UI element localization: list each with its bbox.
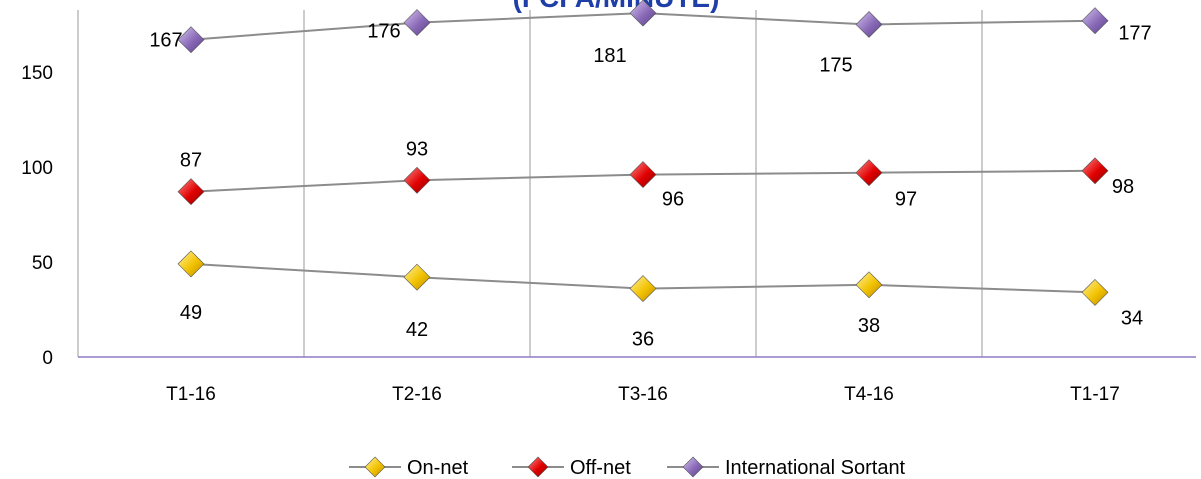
y-tick-label: 0 <box>42 348 53 369</box>
data-label: 181 <box>593 45 626 67</box>
legend-marker <box>527 456 549 478</box>
legend: On-net Off-net International Sortant <box>349 456 906 479</box>
data-label: 87 <box>180 150 202 172</box>
data-point <box>629 275 657 303</box>
x-tick-label: T2-16 <box>392 384 442 405</box>
x-tick-label: T1-17 <box>1070 384 1120 405</box>
data-point <box>1081 157 1109 185</box>
data-point <box>855 159 883 187</box>
data-label: 176 <box>367 21 400 43</box>
data-label: 97 <box>895 189 917 211</box>
x-axis-ticks: T1-16 T2-16 T3-16 T4-16 T1-17 <box>166 384 1120 405</box>
data-point <box>177 250 205 278</box>
gridlines <box>77 10 983 357</box>
data-point <box>1081 278 1109 306</box>
y-tick-label: 50 <box>32 253 53 274</box>
x-tick-label: T4-16 <box>844 384 894 405</box>
data-point <box>1081 7 1109 35</box>
data-point <box>855 271 883 299</box>
y-tick-label: 100 <box>21 158 53 179</box>
y-tick-label: 150 <box>21 63 53 84</box>
data-label: 175 <box>819 55 852 77</box>
x-tick-label: T3-16 <box>618 384 668 405</box>
data-label: 36 <box>632 329 654 351</box>
data-label: 96 <box>662 189 684 211</box>
legend-label: Off-net <box>570 457 631 479</box>
data-label: 42 <box>406 319 428 341</box>
data-point <box>629 0 657 27</box>
legend-marker <box>364 456 386 478</box>
data-label: 38 <box>858 315 880 337</box>
legend-label: International Sortant <box>725 457 906 479</box>
chart-title: (FCFA/MINUTE) <box>513 0 720 13</box>
data-label: 98 <box>1112 176 1134 198</box>
data-label: 34 <box>1121 307 1143 329</box>
data-point <box>403 9 431 37</box>
x-tick-label: T1-16 <box>166 384 216 405</box>
data-label: 93 <box>406 138 428 160</box>
legend-marker <box>682 456 704 478</box>
data-point <box>403 263 431 291</box>
data-label: 49 <box>180 302 202 324</box>
data-point <box>855 11 883 38</box>
data-label: 167 <box>149 30 182 52</box>
legend-label: On-net <box>407 457 469 479</box>
data-point <box>403 166 431 194</box>
data-point <box>629 161 657 189</box>
data-label: 177 <box>1118 23 1151 45</box>
y-axis-ticks: 0 50 100 150 <box>21 63 53 369</box>
series-group: 49 42 36 38 34 87 93 96 97 98 167 176 181 175 177 <box>149 0 1152 351</box>
data-point <box>177 26 205 54</box>
data-point <box>177 178 205 206</box>
